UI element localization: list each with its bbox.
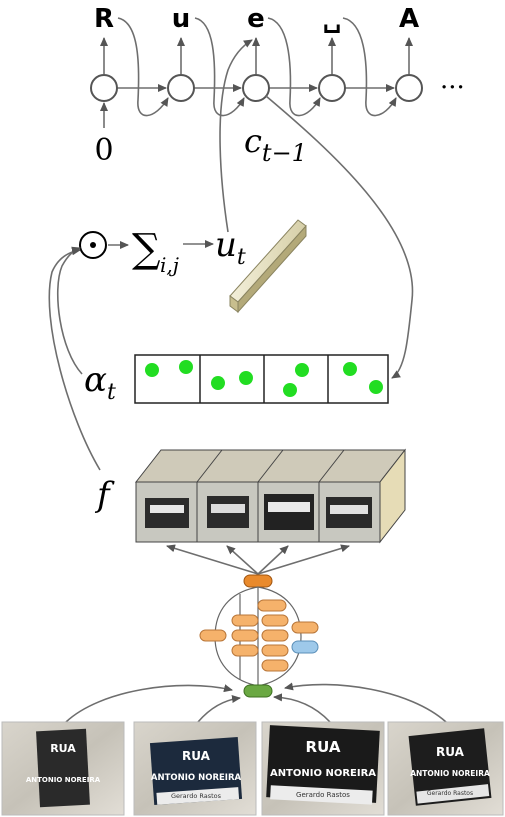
feedback-loop-4 (342, 17, 397, 117)
rnn-node-2 (167, 74, 195, 102)
features-to-odot-arrow (48, 247, 101, 471)
sign-2-line1: RUA (182, 749, 211, 763)
sign-3-line1: RUA (306, 738, 341, 756)
initial-input-label: 0 (94, 133, 113, 168)
feedback-loop-1 (117, 17, 169, 117)
output-char-4-space: ␣ (323, 4, 342, 34)
feedback-loop-2 (194, 17, 245, 117)
rnn-decoder: R u e ␣ A 0 ··· ct−1 (90, 4, 465, 168)
context-label: ut (215, 225, 246, 270)
sign-4-line1: RUA (436, 745, 465, 759)
sign-1-line1: RUA (50, 742, 76, 755)
output-char-3: e (247, 4, 265, 34)
output-char-1: R (94, 4, 114, 34)
attention-hotspots (145, 360, 383, 397)
images-to-cnn-arrows (65, 682, 447, 723)
sign-4-line2: ANTONIO NOREIRA (410, 769, 490, 778)
rnn-node-1 (90, 74, 118, 102)
cnn-top-layer (243, 574, 273, 588)
sign-2-line2: ANTONIO NOREIRA (151, 773, 242, 783)
feature-thumbnails (145, 494, 372, 530)
feature-map-label: f (94, 475, 115, 515)
sign-3-line2: ANTONIO NOREIRA (270, 768, 376, 779)
cnn-input-layer (243, 684, 273, 698)
input-view-1: RUA ANTONIO NOREIRA (1, 721, 125, 816)
cnn-to-features-arrows (166, 544, 350, 575)
sum-subscript: i,j (160, 253, 179, 277)
attention-maps (134, 354, 389, 404)
output-char-2: u (172, 4, 191, 34)
state-label: ct−1 (244, 122, 307, 167)
sign-4-line3: Gerardo Rastos (427, 790, 473, 797)
attention-map-strip (134, 354, 389, 404)
continuation-ellipsis: ··· (440, 73, 465, 103)
input-view-4: RUA ANTONIO NOREIRA Gerardo Rastos (387, 721, 504, 816)
cnn-pool-block (291, 640, 319, 654)
attention-weights-label: αt (84, 360, 116, 405)
input-view-2: RUA ANTONIO NOREIRA Gerardo Rastos (133, 721, 257, 816)
output-char-5: A (399, 4, 419, 34)
hadamard-dot (90, 242, 96, 248)
state-to-attention-arrow (265, 95, 414, 379)
sign-2-line3: Gerardo Rastos (171, 792, 222, 800)
rnn-node-4 (318, 74, 346, 102)
rnn-node-3 (242, 74, 270, 102)
sign-1-line2: ANTONIO NOREIRA (26, 776, 101, 784)
rnn-node-5 (395, 74, 423, 102)
input-views: RUA ANTONIO NOREIRA RUA ANTONIO NOREIRA … (1, 721, 504, 816)
alpha-to-odot-arrow (56, 246, 83, 375)
sign-3-line3: Gerardo Rastos (296, 791, 350, 799)
sum-symbol: ∑ (132, 226, 161, 272)
cnn-conv-blocks (199, 599, 319, 672)
cnn-network (199, 574, 319, 698)
feature-map-block (134, 448, 407, 544)
feedback-loop-3 (267, 17, 321, 117)
attention-module: ∑ i,j ut αt f (48, 39, 414, 515)
input-view-3: RUA ANTONIO NOREIRA Gerardo Rastos (261, 721, 385, 816)
context-to-decoder-arrow (219, 39, 253, 233)
context-vector-bar (229, 219, 307, 314)
